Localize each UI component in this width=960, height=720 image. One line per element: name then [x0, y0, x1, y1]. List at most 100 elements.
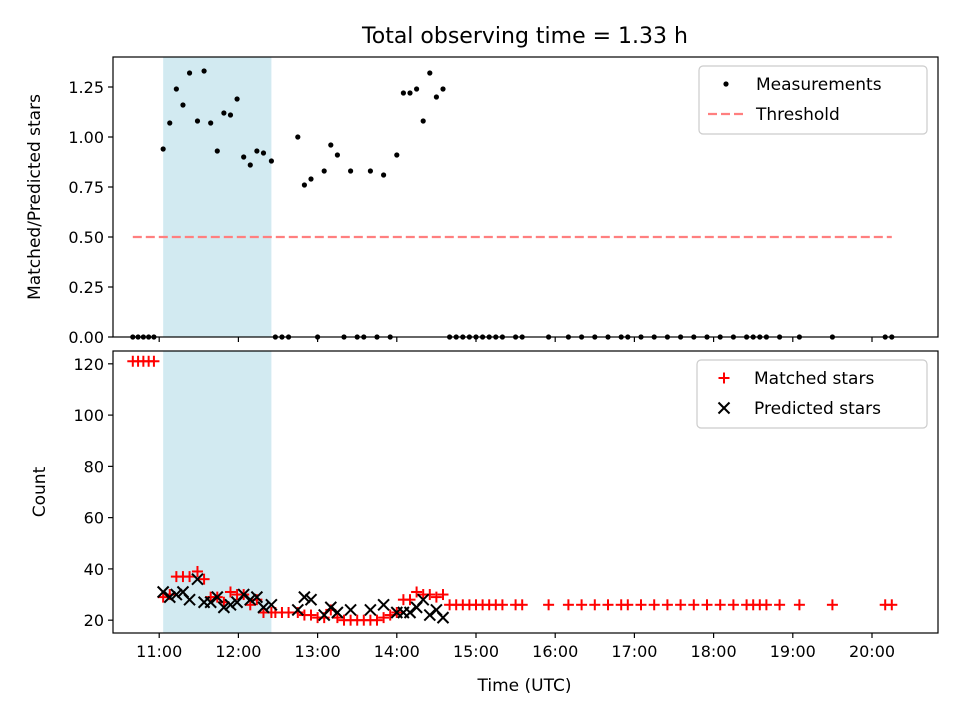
predicted-star-point	[156, 585, 170, 599]
matched-star-point	[496, 599, 508, 611]
measurement-point	[407, 90, 413, 96]
top-marks	[130, 68, 895, 340]
matched-star-point	[331, 612, 343, 624]
predicted-star-point	[217, 601, 231, 614]
measurement-point	[254, 148, 260, 154]
measurement-point	[394, 152, 400, 158]
predicted-star-point	[436, 611, 450, 624]
measurement-point	[208, 120, 214, 126]
measurement-point	[260, 150, 267, 156]
x-tick-label: 20:00	[849, 642, 895, 661]
x-tick-label: 15:00	[453, 642, 499, 661]
y-tick-label: 120	[73, 355, 104, 374]
matched-star-point	[562, 599, 574, 611]
x-tick-label: 19:00	[770, 642, 816, 661]
matched-star-point	[148, 355, 160, 367]
x-tick-label: 17:00	[611, 642, 657, 661]
x-tick-label: 16:00	[532, 642, 578, 661]
matched-star-point	[404, 594, 416, 606]
measurement-point	[227, 112, 234, 118]
y-tick-label: 0.75	[68, 178, 104, 197]
measurement-point	[214, 148, 220, 154]
bottom-marks	[127, 355, 898, 626]
matched-star-point	[411, 586, 423, 598]
matched-star-point	[224, 586, 236, 598]
measurement-point	[186, 70, 193, 76]
matched-star-point	[675, 599, 687, 611]
matched-star-point	[244, 599, 256, 611]
x-tick-label: 13:00	[295, 642, 341, 661]
predicted-star-point	[344, 603, 357, 617]
y-tick-label: 40	[84, 560, 104, 579]
matched-star-point	[622, 599, 634, 611]
matched-star-point	[430, 591, 442, 603]
matched-star-point	[701, 599, 713, 611]
predicted-star-point	[298, 590, 311, 604]
predicted-star-point	[364, 603, 377, 617]
predicted-star-point	[191, 572, 204, 586]
x-tick-label: 11:00	[136, 642, 182, 661]
legend-label: Measurements	[756, 75, 882, 95]
legend-handle-matched	[718, 372, 730, 384]
measurement-point	[247, 162, 253, 168]
predicted-star-point	[244, 593, 257, 606]
predicted-star-point	[324, 601, 338, 614]
predicted-star-point	[416, 593, 430, 606]
top-ticks: 0.00 0.25 0.50 0.75 1.00 1.25	[68, 78, 873, 347]
predicted-star-point	[377, 598, 390, 612]
top-legend: Measurements Threshold	[698, 65, 928, 135]
bottom-axes: 20 40 60 80 100 120 11:00 12:00 13:00 14:00 15:00 1…	[30, 350, 939, 696]
matched-star-point	[793, 599, 805, 611]
y-tick-label: 0.00	[68, 328, 104, 347]
predicted-star-point	[163, 590, 176, 604]
matched-star-point	[688, 599, 700, 611]
predicted-star-point	[211, 590, 224, 604]
x-tick-label: 12:00	[215, 642, 261, 661]
matched-star-point	[727, 599, 739, 611]
y-tick-label: 80	[84, 457, 104, 476]
measurement-point	[295, 134, 301, 140]
predicted-star-point	[304, 593, 318, 606]
predicted-star-point	[291, 603, 305, 617]
legend-label: Predicted stars	[754, 399, 881, 419]
legend-box	[696, 359, 928, 429]
matched-star-point	[437, 589, 449, 601]
matched-star-point	[826, 599, 838, 611]
bottom-y-axis-label: Count	[30, 466, 50, 517]
measurement-point	[221, 110, 227, 116]
bottom-legend: Matched stars Predicted stars	[696, 359, 928, 429]
measurement-point	[381, 172, 387, 178]
y-tick-label: 0.25	[68, 278, 104, 297]
matched-star-point	[305, 609, 317, 621]
bottom-axes-frame	[112, 350, 939, 634]
predicted-star-point	[423, 608, 437, 622]
matched-star-point	[661, 599, 673, 611]
measurement-point	[234, 96, 240, 102]
predicted-star-point	[257, 601, 270, 614]
legend-box	[698, 65, 928, 135]
measurement-point	[241, 154, 247, 160]
top-axes-frame	[112, 56, 939, 338]
top-axes: 0.00 0.25 0.50 0.75 1.00 1.25 Matched/Predict…	[25, 56, 939, 347]
predicted-star-point	[224, 598, 237, 612]
measurement-point	[194, 118, 201, 124]
figure-title: Total observing time = 1.33 h	[361, 24, 688, 49]
matched-star-point	[198, 573, 210, 585]
y-tick-label: 1.25	[68, 78, 104, 97]
predicted-star-point	[403, 606, 417, 619]
predicted-star-point	[237, 588, 250, 601]
bottom-highlight-span	[163, 351, 272, 633]
measurement-point	[167, 120, 173, 126]
predicted-star-point	[204, 596, 217, 609]
matched-star-point	[157, 591, 169, 603]
y-tick-label: 0.50	[68, 228, 104, 247]
bottom-ticks: 20 40 60 80 100 120 11:00 12:00 13:00 14:00 15:00 1…	[73, 355, 895, 661]
measurement-point	[180, 102, 186, 108]
matched-star-point	[378, 612, 390, 624]
y-tick-label: 100	[73, 406, 104, 425]
predicted-star-point	[331, 606, 344, 619]
matched-star-point	[424, 589, 436, 601]
measurement-point	[420, 118, 426, 124]
